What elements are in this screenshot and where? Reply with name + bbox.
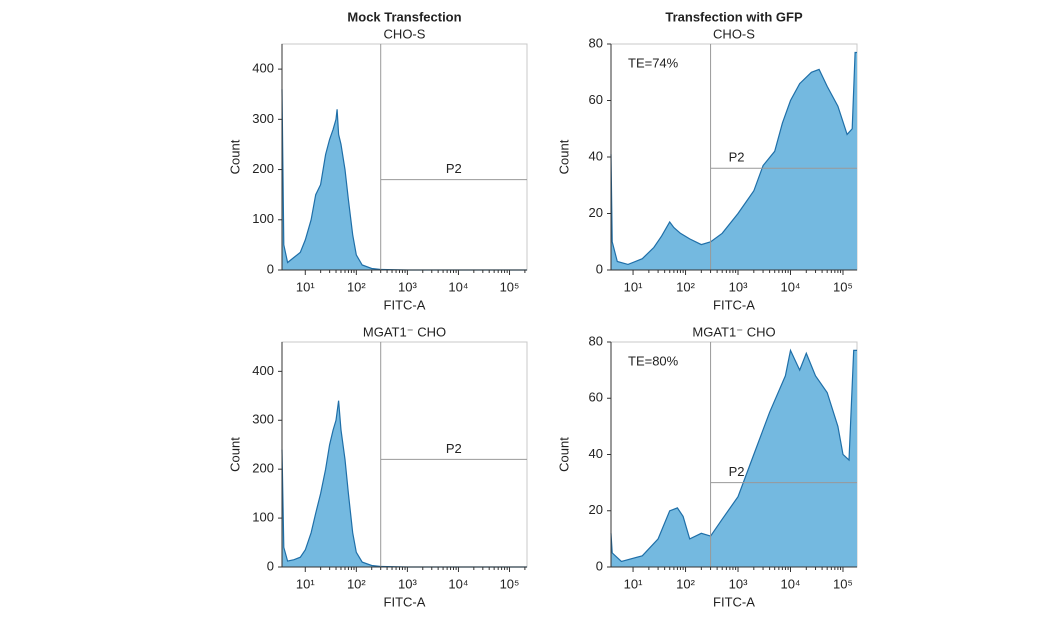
x-axis-label: FITC-A: [713, 297, 755, 312]
y-tick-label: 60: [589, 92, 603, 107]
y-tick-label: 300: [252, 412, 274, 427]
x-tick-label: 10⁴: [780, 576, 800, 591]
y-tick-label: 20: [589, 205, 603, 220]
y-tick-label: 200: [252, 461, 274, 476]
panel-subtitle: CHO-S: [384, 26, 426, 41]
y-tick-label: 400: [252, 363, 274, 378]
y-tick-label: 400: [252, 61, 274, 76]
panel-title: Mock Transfection: [347, 9, 461, 24]
histogram-fill: [611, 350, 857, 567]
y-tick-label: 100: [252, 211, 274, 226]
x-tick-label: 10²: [676, 576, 695, 591]
panel-subtitle: MGAT1⁻ CHO: [692, 324, 775, 339]
histogram-line: [610, 348, 857, 563]
histogram-line: [281, 400, 527, 568]
x-tick-label: 10⁴: [780, 279, 800, 294]
x-tick-label: 10⁵: [833, 279, 853, 294]
gate-label: P2: [446, 441, 462, 456]
x-axis-label: FITC-A: [384, 594, 426, 609]
x-tick-label: 10⁴: [448, 279, 468, 294]
x-tick-label: 10¹: [296, 576, 315, 591]
x-tick-label: 10³: [729, 279, 748, 294]
y-tick-label: 40: [589, 148, 603, 163]
x-tick-label: 10⁵: [500, 279, 520, 294]
histogram-fill: [282, 89, 527, 270]
x-axis-label: FITC-A: [713, 594, 755, 609]
y-tick-label: 80: [589, 35, 603, 50]
histogram-fill: [611, 52, 857, 270]
y-axis-label: Count: [556, 437, 571, 472]
y-tick-label: 20: [589, 502, 603, 517]
x-tick-label: 10¹: [624, 576, 643, 591]
x-tick-label: 10²: [676, 279, 695, 294]
y-axis-label: Count: [227, 139, 242, 174]
y-tick-label: 0: [596, 558, 603, 573]
panel-title: Transfection with GFP: [665, 9, 803, 24]
gate-label: P2: [729, 464, 745, 479]
histogram-line: [610, 51, 857, 266]
x-tick-label: 10³: [729, 576, 748, 591]
x-tick-label: 10³: [398, 576, 417, 591]
panel-subtitle: MGAT1⁻ CHO: [363, 324, 446, 339]
x-tick-label: 10⁵: [500, 576, 520, 591]
y-tick-label: 60: [589, 390, 603, 405]
panel-subtitle: CHO-S: [713, 26, 755, 41]
y-tick-label: 100: [252, 510, 274, 525]
x-tick-label: 10⁵: [833, 576, 853, 591]
y-tick-label: 300: [252, 111, 274, 126]
x-tick-label: 10¹: [624, 279, 643, 294]
x-tick-label: 10²: [347, 576, 366, 591]
y-tick-label: 0: [267, 558, 274, 573]
x-tick-label: 10²: [347, 279, 366, 294]
gate-label: P2: [446, 161, 462, 176]
y-axis-label: Count: [227, 437, 242, 472]
gate-label: P2: [729, 150, 745, 165]
y-tick-label: 40: [589, 446, 603, 461]
y-tick-label: 80: [589, 333, 603, 348]
annotation: TE=80%: [628, 353, 679, 368]
histogram-fill: [282, 400, 527, 567]
x-tick-label: 10³: [398, 279, 417, 294]
histogram-line: [281, 89, 527, 271]
annotation: TE=74%: [628, 55, 679, 70]
y-tick-label: 0: [596, 261, 603, 276]
y-tick-label: 200: [252, 161, 274, 176]
x-tick-label: 10¹: [296, 279, 315, 294]
y-tick-label: 0: [267, 261, 274, 276]
x-axis-label: FITC-A: [384, 297, 426, 312]
x-tick-label: 10⁴: [448, 576, 468, 591]
y-axis-label: Count: [556, 139, 571, 174]
